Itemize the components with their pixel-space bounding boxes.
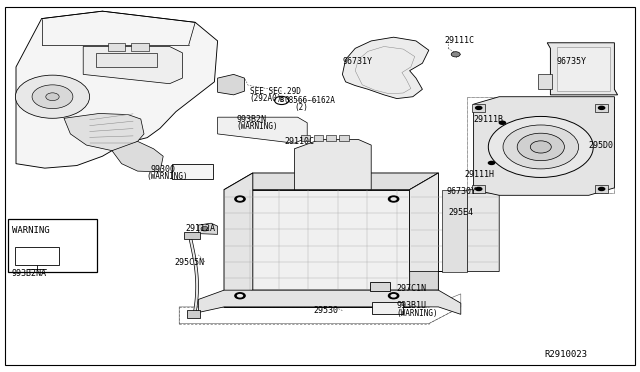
Bar [472,104,485,112]
Text: 295D0: 295D0 [589,141,614,150]
Circle shape [598,187,605,191]
Polygon shape [442,190,467,272]
Circle shape [237,197,243,201]
Text: (WARNING): (WARNING) [397,309,438,318]
Circle shape [388,293,399,299]
Text: 96730Y: 96730Y [447,187,477,196]
Bar [15,247,59,265]
Bar [557,47,610,91]
Text: 993B2N: 993B2N [237,115,267,124]
Text: 08566-6162A: 08566-6162A [285,96,335,105]
Text: 29111H: 29111H [464,170,494,179]
Polygon shape [410,173,499,272]
Polygon shape [112,141,163,172]
Circle shape [488,161,495,165]
Text: 297C1N: 297C1N [397,284,427,293]
Text: (WARNING): (WARNING) [146,172,188,181]
Polygon shape [547,43,618,95]
Text: 295E4: 295E4 [448,208,473,217]
Text: 993B2NA: 993B2NA [12,269,47,278]
Polygon shape [342,37,429,99]
Circle shape [451,52,460,57]
Circle shape [237,294,243,298]
Text: 99300: 99300 [150,165,175,174]
Circle shape [475,187,483,191]
Bar [172,164,213,179]
Circle shape [531,141,551,153]
Bar [301,135,310,141]
Circle shape [201,227,209,231]
Bar [326,135,336,141]
Polygon shape [218,74,244,95]
Bar [339,135,349,141]
Polygon shape [224,190,410,307]
Circle shape [390,294,397,298]
Circle shape [46,93,59,100]
Bar [472,185,485,193]
Text: 29111B: 29111B [474,115,504,124]
Bar [595,104,608,112]
Text: (2): (2) [294,103,308,112]
Bar [187,310,200,318]
Bar [370,282,390,291]
Circle shape [32,85,73,109]
Circle shape [235,196,245,202]
Circle shape [598,106,605,110]
Polygon shape [538,74,552,89]
Polygon shape [474,97,614,195]
Circle shape [503,125,579,169]
Text: 96735Y: 96735Y [557,57,587,66]
Polygon shape [64,113,144,151]
Polygon shape [198,223,218,234]
Text: 993B1U: 993B1U [397,301,427,310]
Bar [372,302,403,314]
Text: WARNING: WARNING [12,226,49,235]
Circle shape [275,96,289,105]
Bar [108,43,125,51]
Text: B: B [280,97,284,103]
Text: 29111C: 29111C [445,36,475,45]
Circle shape [15,75,90,118]
Polygon shape [294,140,371,190]
Text: 96731Y: 96731Y [342,57,372,66]
Polygon shape [224,290,438,307]
Polygon shape [83,46,182,84]
Text: 29110C: 29110C [285,137,315,146]
Text: (WARNING): (WARNING) [237,122,278,131]
Circle shape [517,133,564,161]
Polygon shape [16,11,218,168]
Bar [184,232,200,239]
Circle shape [235,293,245,299]
Circle shape [488,116,593,177]
Text: R2910023: R2910023 [544,350,587,359]
Text: (292A0): (292A0) [250,94,282,103]
Bar [8,219,97,272]
Polygon shape [198,290,461,314]
Circle shape [499,121,506,125]
Polygon shape [218,117,307,143]
Text: SEE SEC.29D: SEE SEC.29D [250,87,300,96]
Bar [96,53,157,67]
Polygon shape [224,173,438,190]
Bar [595,185,608,193]
Text: 29530: 29530 [314,306,339,315]
Text: 295C5N: 295C5N [174,258,204,267]
Bar [314,135,323,141]
Bar [131,43,149,51]
Circle shape [390,197,397,201]
Circle shape [475,106,483,110]
Circle shape [388,196,399,202]
Polygon shape [224,173,253,307]
Text: 29112A: 29112A [186,224,216,233]
Polygon shape [410,173,438,307]
